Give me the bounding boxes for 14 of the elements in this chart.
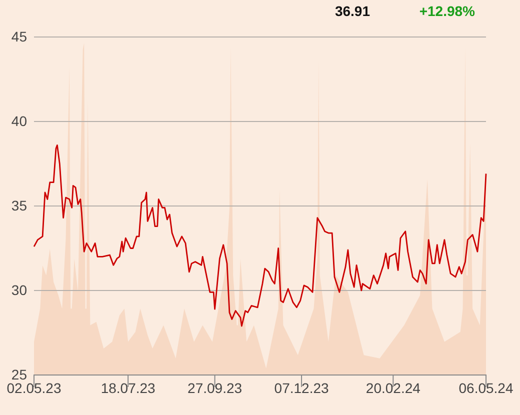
y-tick-label: 25	[11, 366, 28, 382]
x-tick-label: 02.05.23	[6, 380, 62, 396]
x-tick-label: 06.05.24	[458, 380, 514, 396]
y-tick-label: 30	[11, 282, 28, 298]
y-tick-label: 45	[11, 28, 28, 44]
text: 36.91	[334, 3, 370, 19]
x-tick-label: 27.09.23	[188, 380, 242, 396]
line-series	[33, 144, 487, 327]
y-tick-label: 40	[11, 112, 28, 129]
x-tick-label: 20.02.24	[366, 380, 421, 396]
x-tick-label: 07.12.23	[274, 380, 329, 396]
y-tick-label: 35	[11, 197, 28, 214]
x-tick-label: 18.07.23	[100, 380, 156, 396]
text: +12.98%	[419, 3, 476, 19]
